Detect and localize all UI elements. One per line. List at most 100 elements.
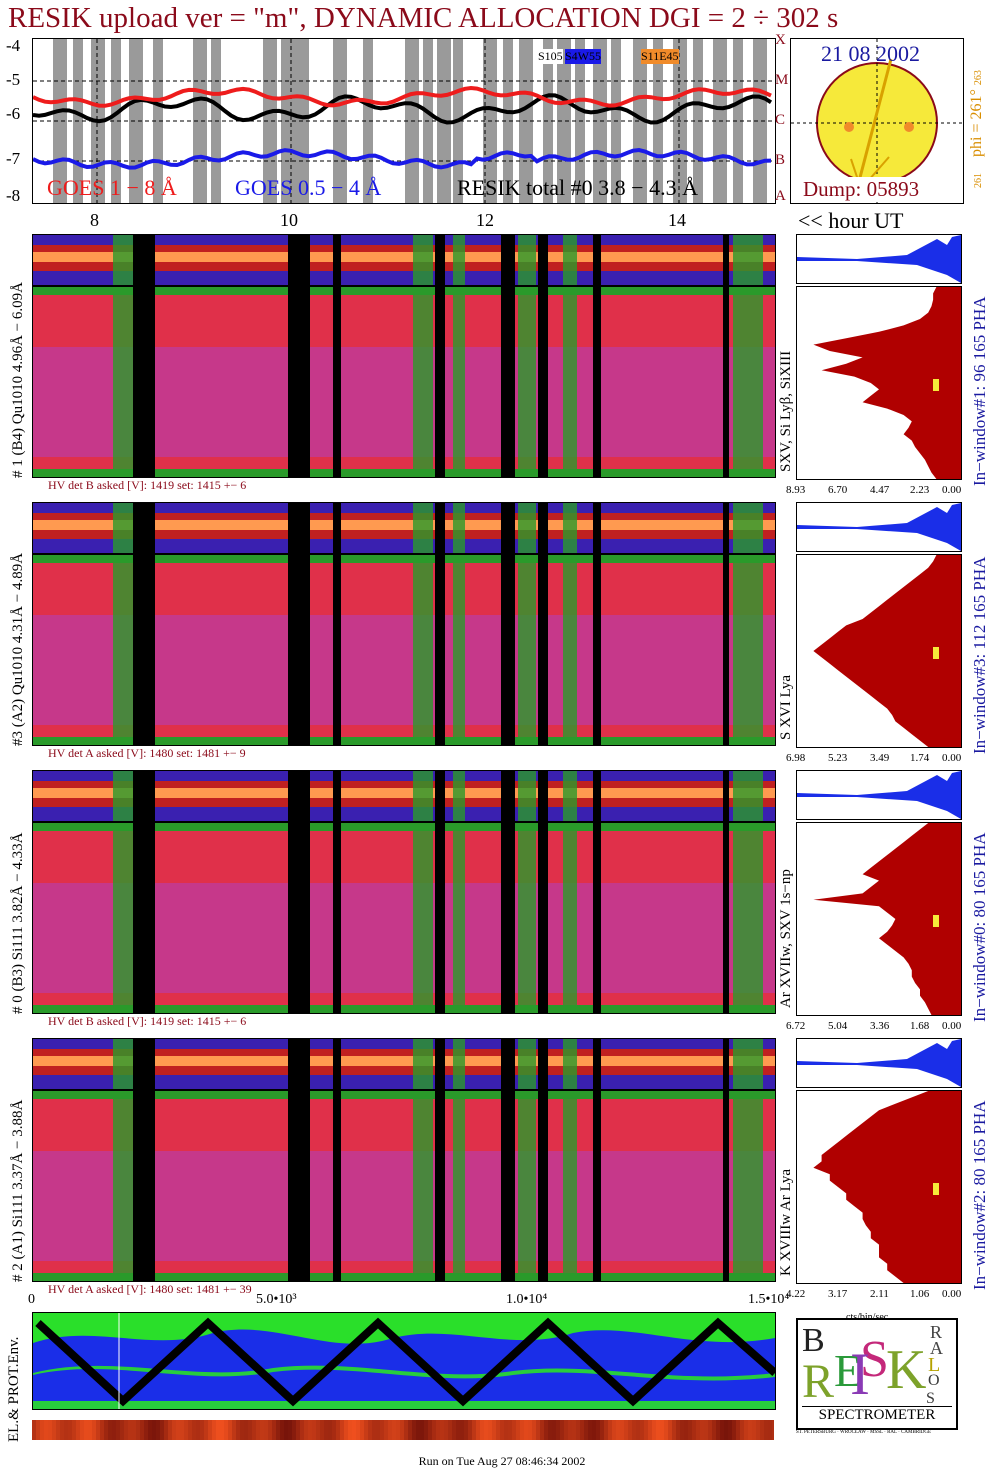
pha-gaps <box>113 235 763 285</box>
pha-band <box>33 252 775 262</box>
env-strip-cell <box>648 1420 652 1440</box>
active-region-marker <box>844 122 854 132</box>
channel-lines-label: Ar XVIIw, SXV 1s−np <box>778 869 794 1008</box>
env-strip-cell <box>468 1420 472 1440</box>
green-column <box>733 287 763 477</box>
data-gap <box>333 1091 341 1281</box>
env-strip-cell <box>452 1420 456 1440</box>
env-strip-cell <box>392 1420 396 1440</box>
pha-strip-svg <box>33 771 775 821</box>
green-column <box>413 503 433 553</box>
env-strip-cell <box>360 1420 364 1440</box>
green-column <box>453 235 465 285</box>
env-strip-cell <box>652 1420 656 1440</box>
env-strip-cell <box>244 1420 248 1440</box>
run-timestamp: Run on Tue Aug 27 08:46:34 2002 <box>418 1454 586 1468</box>
env-strip-cell <box>472 1420 476 1440</box>
data-gap <box>435 771 445 821</box>
data-gap <box>593 235 601 285</box>
channel-lines-label: SXV, Si Lyβ, SiXIII <box>778 350 794 472</box>
green-column <box>518 555 536 745</box>
pha-band <box>33 520 775 530</box>
axis-tick: 0.00 <box>942 1020 962 1032</box>
data-gap <box>133 503 155 553</box>
goes-lightcurve-plot: S105 S4W55 S11E45 GOES 1 − 8 Å GOES 0.5 … <box>32 38 776 204</box>
phi-bottom: 261 <box>973 173 984 188</box>
spectrum-profile-svg <box>813 287 961 479</box>
green-column <box>518 235 536 285</box>
observation-gap <box>557 39 571 203</box>
env-strip-cell <box>584 1420 588 1440</box>
pha-histogram-svg <box>797 235 961 283</box>
green-column <box>518 823 536 1013</box>
logo-letter: S <box>926 1390 935 1407</box>
env-strip-cell <box>256 1420 260 1440</box>
env-strip-cell <box>116 1420 120 1440</box>
env-strip-cell <box>180 1420 184 1440</box>
pha-histogram-svg <box>797 503 961 551</box>
env-strip-cell <box>208 1420 212 1440</box>
pha-gaps <box>113 1039 763 1089</box>
env-strip-cell <box>140 1420 144 1440</box>
env-strip-cell <box>416 1420 420 1440</box>
logo-word: SPECTROMETER <box>802 1406 952 1424</box>
env-strip-cell <box>420 1420 424 1440</box>
axis-tick: 0 <box>28 1292 35 1307</box>
env-strip-cell <box>696 1420 700 1440</box>
env-strip-cell <box>528 1420 532 1440</box>
data-gap <box>593 287 601 477</box>
spectrum-profile <box>796 286 962 480</box>
green-column <box>733 555 763 745</box>
axis-tick: 8.93 <box>786 484 806 496</box>
env-strip-cell <box>272 1420 276 1440</box>
data-gap <box>288 1091 310 1281</box>
green-column <box>518 771 536 821</box>
env-strip-cell <box>144 1420 148 1440</box>
env-strip-cell <box>356 1420 360 1440</box>
pha-band <box>33 788 775 798</box>
env-strip-cell <box>408 1420 412 1440</box>
env-strip-cell <box>372 1420 376 1440</box>
data-gap <box>435 555 445 745</box>
axis-tick: 5.23 <box>828 752 848 764</box>
env-strip-cell <box>328 1420 332 1440</box>
channel-pha-strip <box>32 1038 776 1090</box>
spectrum-profile-svg <box>813 823 961 1015</box>
channel-left-label: # 0 (B3) Si111 3.82Å − 4.33Å <box>10 832 26 1014</box>
env-strip-cell <box>736 1420 740 1440</box>
env-strip-cell <box>164 1420 168 1440</box>
logo-letter: K <box>886 1339 927 1401</box>
channel-spectrogram <box>32 554 776 746</box>
data-gap <box>538 1039 548 1089</box>
env-strip-cell <box>460 1420 464 1440</box>
env-strip-cell <box>68 1420 72 1440</box>
spectrum-profile-svg <box>813 555 961 747</box>
env-strip-cell <box>700 1420 704 1440</box>
env-strip-cell <box>680 1420 684 1440</box>
hour-tick: 12 <box>476 210 494 230</box>
green-column <box>733 1091 763 1281</box>
env-strip-cell <box>744 1420 748 1440</box>
data-gap <box>538 235 548 285</box>
spectrogram-edge <box>33 555 775 563</box>
green-column <box>113 1091 133 1281</box>
env-strip-cell <box>708 1420 712 1440</box>
env-strip-cell <box>332 1420 336 1440</box>
env-strip-cell <box>396 1420 400 1440</box>
env-strip-cell <box>148 1420 152 1440</box>
spectrogram-edge <box>33 469 775 477</box>
green-column <box>518 287 536 477</box>
spectrogram-band <box>33 1151 775 1261</box>
env-strip-cell <box>640 1420 644 1440</box>
pha-histogram <box>796 234 962 284</box>
data-gap <box>288 235 310 285</box>
env-strip-cell <box>440 1420 444 1440</box>
env-strip-cell <box>592 1420 596 1440</box>
env-strip-cell <box>644 1420 648 1440</box>
spectrogram-edge <box>33 823 775 831</box>
pha-histogram-svg <box>797 1039 961 1087</box>
data-gap <box>435 235 445 285</box>
env-strip-cell <box>500 1420 504 1440</box>
env-strip-cell <box>496 1420 500 1440</box>
env-strip-cell <box>60 1420 64 1440</box>
